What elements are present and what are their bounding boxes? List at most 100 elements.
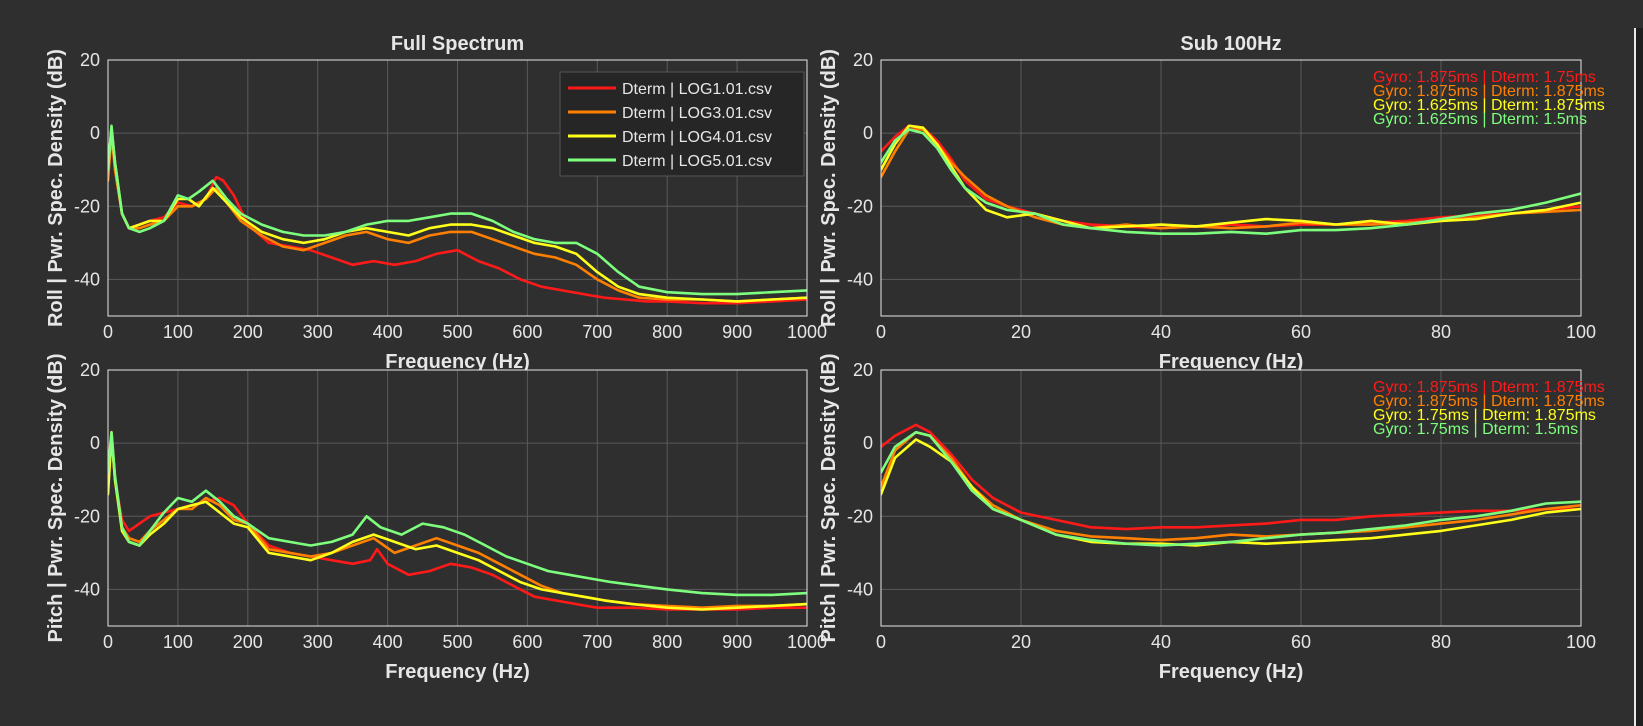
y-tick-label: -20 <box>847 196 873 216</box>
x-tick-label: 80 <box>1431 632 1451 652</box>
y-tick-label: 20 <box>853 50 873 70</box>
latency-annotation: Gyro: 1.875ms | Dterm: 1.875ms <box>1373 379 1605 396</box>
x-tick-label: 400 <box>373 632 403 652</box>
series-line-1 <box>108 430 807 611</box>
legend-entry: Dterm | LOG4.01.csv <box>622 129 772 146</box>
x-tick-label: 200 <box>233 632 263 652</box>
legend: Dterm | LOG1.01.csv Dterm | LOG3.01.csv Dt… <box>559 71 805 177</box>
x-tick-label: 500 <box>442 632 472 652</box>
series-line-4 <box>108 430 807 597</box>
axes-frame <box>107 369 808 627</box>
latency-annotation: Gyro: 1.875ms | Dterm: 1.875ms <box>1373 393 1605 410</box>
x-axis-label: Frequency (Hz) <box>385 661 529 683</box>
x-tick-label: 300 <box>303 322 333 342</box>
side-panel-divider <box>1634 28 1643 726</box>
series-group <box>108 124 807 305</box>
y-axis-label: Pitch | Pwr. Spec. Density (dB) <box>818 354 840 643</box>
x-axis-label: Frequency (Hz) <box>1159 661 1303 683</box>
x-tick-label: 100 <box>163 322 193 342</box>
series-line-2 <box>108 131 807 303</box>
x-tick-label: 700 <box>582 322 612 342</box>
series-line-3 <box>108 434 807 611</box>
x-tick-label: 80 <box>1431 322 1451 342</box>
axes-background <box>881 60 1581 316</box>
x-tick-label: 0 <box>876 632 886 652</box>
y-tick-label: -40 <box>74 579 100 599</box>
x-tick-label: 0 <box>876 322 886 342</box>
latency-annotation: Gyro: 1.625ms | Dterm: 1.5ms <box>1373 111 1587 128</box>
y-tick-label: -20 <box>847 506 873 526</box>
x-tick-label: 60 <box>1291 632 1311 652</box>
x-tick-label: 200 <box>233 322 263 342</box>
legend-entry: Dterm | LOG3.01.csv <box>622 105 772 122</box>
latency-annotation: Gyro: 1.875ms | Dterm: 1.875ms <box>1373 83 1605 100</box>
y-tick-label: -40 <box>847 269 873 289</box>
latency-annotation: Gyro: 1.625ms | Dterm: 1.875ms <box>1373 97 1605 114</box>
x-tick-label: 600 <box>512 322 542 342</box>
x-tick-label: 800 <box>652 322 682 342</box>
x-tick-label: 100 <box>163 632 193 652</box>
series-line-3 <box>881 124 1581 230</box>
y-tick-label: 20 <box>80 50 100 70</box>
x-tick-label: 0 <box>103 322 113 342</box>
x-tick-label: 0 <box>103 632 113 652</box>
y-tick-label: 20 <box>80 360 100 380</box>
axes-frame <box>107 59 808 317</box>
x-tick-label: 800 <box>652 632 682 652</box>
x-tick-label: 40 <box>1151 322 1171 342</box>
series-line-1 <box>881 423 1581 531</box>
series-line-4 <box>881 128 1581 235</box>
axes-background <box>881 370 1581 626</box>
y-tick-label: 20 <box>853 360 873 380</box>
series-group <box>881 124 1581 235</box>
y-tick-label: 0 <box>90 433 100 453</box>
chart-pitch-full: 0 100 200 300 400 500 600 700 800 900 1000 -40 -20 0 2… <box>45 354 827 684</box>
x-tick-label: 100 <box>1566 322 1596 342</box>
y-tick-label: -20 <box>74 506 100 526</box>
legend-entry: Dterm | LOG5.01.csv <box>622 153 772 170</box>
chart-roll-sub100: 0 20 40 60 80 100 -40 -20 0 20 Sub 100Hz Frequency … <box>818 33 1605 373</box>
legend-entry: Dterm | LOG1.01.csv <box>622 81 772 98</box>
y-tick-label: 0 <box>863 433 873 453</box>
x-axis-label: Frequency (Hz) <box>1159 351 1303 373</box>
y-tick-label: -20 <box>74 196 100 216</box>
x-tick-label: 900 <box>722 322 752 342</box>
x-tick-label: 700 <box>582 632 612 652</box>
x-tick-label: 500 <box>442 322 472 342</box>
y-tick-label: 0 <box>90 123 100 143</box>
axes-frame <box>880 369 1582 627</box>
latency-annotation: Gyro: 1.75ms | Dterm: 1.875ms <box>1373 407 1596 424</box>
chart-title: Sub 100Hz <box>1180 33 1281 55</box>
y-axis-label: Pitch | Pwr. Spec. Density (dB) <box>45 354 67 643</box>
chart-roll-full: 0 100 200 300 400 500 600 700 800 900 1000 -40 -20 0 2… <box>45 33 827 373</box>
y-tick-label: -40 <box>74 269 100 289</box>
series-line-3 <box>108 128 807 303</box>
axes-frame <box>880 59 1582 317</box>
chart-title: Full Spectrum <box>391 33 524 55</box>
x-tick-label: 100 <box>1566 632 1596 652</box>
series-line-2 <box>881 430 1581 542</box>
x-tick-label: 900 <box>722 632 752 652</box>
latency-annotation: Gyro: 1.875ms | Dterm: 1.75ms <box>1373 69 1596 86</box>
y-axis-label: Roll | Pwr. Spec. Density (dB) <box>818 49 840 327</box>
x-axis-label: Frequency (Hz) <box>385 351 529 373</box>
x-tick-label: 400 <box>373 322 403 342</box>
y-tick-label: 0 <box>863 123 873 143</box>
y-tick-label: -40 <box>847 579 873 599</box>
x-tick-label: 300 <box>303 632 333 652</box>
x-tick-label: 600 <box>512 632 542 652</box>
x-tick-label: 1000 <box>787 322 827 342</box>
series-line-4 <box>881 430 1581 547</box>
x-tick-label: 40 <box>1151 632 1171 652</box>
x-tick-label: 20 <box>1011 322 1031 342</box>
x-tick-label: 20 <box>1011 632 1031 652</box>
x-tick-label: 60 <box>1291 322 1311 342</box>
series-line-4 <box>108 124 807 296</box>
series-group <box>108 430 807 611</box>
chart-pitch-sub100: 0 20 40 60 80 100 -40 -20 0 20 Frequency (Hz) Pitch… <box>818 354 1605 684</box>
latency-annotation: Gyro: 1.75ms | Dterm: 1.5ms <box>1373 421 1578 438</box>
y-axis-label: Roll | Pwr. Spec. Density (dB) <box>45 49 67 327</box>
series-group <box>881 423 1581 547</box>
x-tick-label: 1000 <box>787 632 827 652</box>
